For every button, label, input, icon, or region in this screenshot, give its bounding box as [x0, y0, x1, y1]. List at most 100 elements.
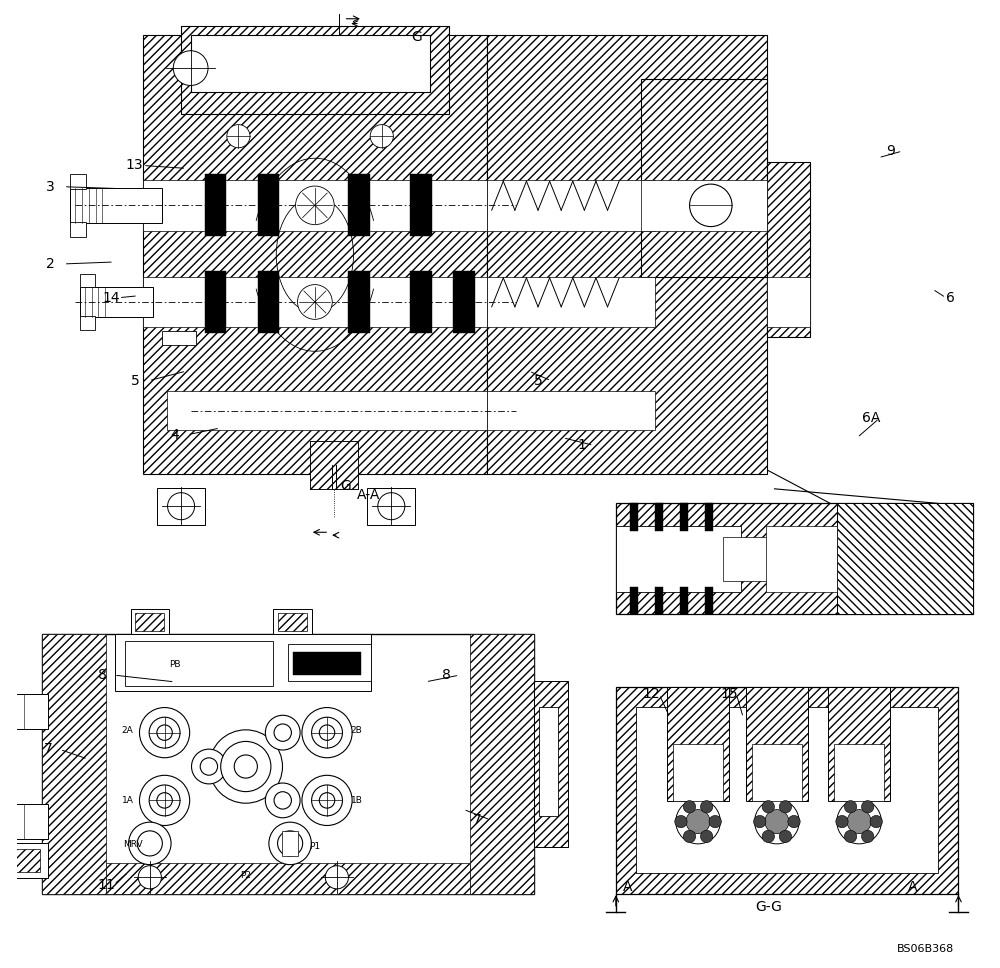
- Text: A-A: A-A: [357, 488, 381, 501]
- Circle shape: [847, 809, 871, 833]
- Circle shape: [844, 801, 857, 813]
- Circle shape: [755, 800, 799, 844]
- Bar: [680, 587, 688, 615]
- Bar: [131, 610, 169, 634]
- Text: 13: 13: [125, 159, 143, 172]
- Bar: [293, 651, 361, 676]
- Bar: [310, 440, 358, 489]
- Circle shape: [192, 749, 226, 784]
- Text: BS06B368: BS06B368: [896, 944, 954, 954]
- Circle shape: [200, 758, 218, 775]
- Bar: [453, 271, 475, 333]
- Text: 5: 5: [534, 374, 543, 388]
- Circle shape: [683, 831, 696, 842]
- Bar: [705, 503, 713, 531]
- Bar: [837, 503, 973, 615]
- Bar: [641, 79, 767, 277]
- Bar: [115, 634, 371, 691]
- Circle shape: [765, 809, 789, 833]
- Bar: [348, 271, 370, 333]
- Text: G: G: [411, 30, 422, 45]
- Circle shape: [319, 793, 335, 808]
- Text: P2: P2: [240, 871, 251, 881]
- Bar: [205, 174, 226, 236]
- Circle shape: [844, 831, 857, 842]
- Circle shape: [312, 785, 342, 816]
- Circle shape: [319, 725, 335, 741]
- Bar: [1, 849, 40, 872]
- Text: 2: 2: [46, 257, 55, 271]
- Text: 1A: 1A: [122, 796, 134, 805]
- Circle shape: [149, 717, 180, 748]
- Bar: [80, 274, 95, 287]
- Bar: [705, 587, 713, 615]
- Bar: [310, 440, 358, 489]
- Bar: [258, 174, 279, 236]
- Bar: [752, 743, 802, 801]
- Bar: [288, 644, 371, 681]
- Circle shape: [139, 708, 190, 758]
- Circle shape: [278, 831, 303, 856]
- Text: G: G: [341, 479, 351, 493]
- Text: 1B: 1B: [351, 796, 363, 805]
- Text: 8: 8: [98, 668, 106, 682]
- Circle shape: [870, 815, 882, 828]
- Circle shape: [138, 865, 161, 889]
- Circle shape: [137, 831, 162, 856]
- Bar: [0, 726, 13, 743]
- Bar: [410, 271, 432, 333]
- Bar: [42, 634, 534, 894]
- Bar: [470, 634, 534, 894]
- Bar: [70, 173, 86, 189]
- Bar: [106, 862, 470, 894]
- Text: 3: 3: [46, 180, 55, 194]
- Text: 1: 1: [577, 439, 586, 452]
- Circle shape: [302, 708, 352, 758]
- Bar: [162, 331, 196, 345]
- Bar: [70, 222, 86, 237]
- Text: A: A: [623, 881, 632, 894]
- Bar: [282, 831, 298, 856]
- Bar: [487, 35, 767, 474]
- Circle shape: [234, 755, 257, 778]
- Circle shape: [788, 815, 800, 828]
- Bar: [667, 686, 729, 801]
- Bar: [0, 680, 13, 697]
- Text: G-G: G-G: [755, 900, 782, 914]
- Circle shape: [209, 730, 282, 803]
- Bar: [167, 391, 487, 431]
- Bar: [487, 391, 655, 431]
- Circle shape: [676, 800, 720, 844]
- Circle shape: [862, 801, 874, 813]
- Circle shape: [675, 815, 687, 828]
- Bar: [746, 686, 808, 801]
- Bar: [767, 277, 810, 327]
- Circle shape: [862, 831, 874, 842]
- Text: P1: P1: [309, 841, 320, 851]
- Bar: [258, 271, 279, 333]
- Text: 14: 14: [102, 290, 120, 305]
- Bar: [767, 163, 810, 337]
- Circle shape: [139, 775, 190, 826]
- Text: A: A: [908, 881, 918, 894]
- Text: 2A: 2A: [122, 726, 134, 735]
- Bar: [641, 180, 767, 230]
- Circle shape: [754, 815, 766, 828]
- Circle shape: [325, 865, 348, 889]
- Bar: [723, 536, 777, 581]
- Circle shape: [378, 493, 405, 520]
- Circle shape: [690, 184, 732, 227]
- Bar: [630, 587, 638, 615]
- Circle shape: [762, 831, 774, 842]
- Bar: [191, 35, 430, 92]
- Bar: [0, 789, 13, 806]
- Bar: [680, 503, 688, 531]
- Circle shape: [683, 801, 696, 813]
- Circle shape: [686, 809, 710, 833]
- Text: 15: 15: [720, 687, 738, 702]
- Bar: [205, 271, 226, 333]
- Circle shape: [265, 783, 300, 818]
- Bar: [143, 35, 487, 474]
- Circle shape: [836, 815, 848, 828]
- Bar: [636, 708, 938, 873]
